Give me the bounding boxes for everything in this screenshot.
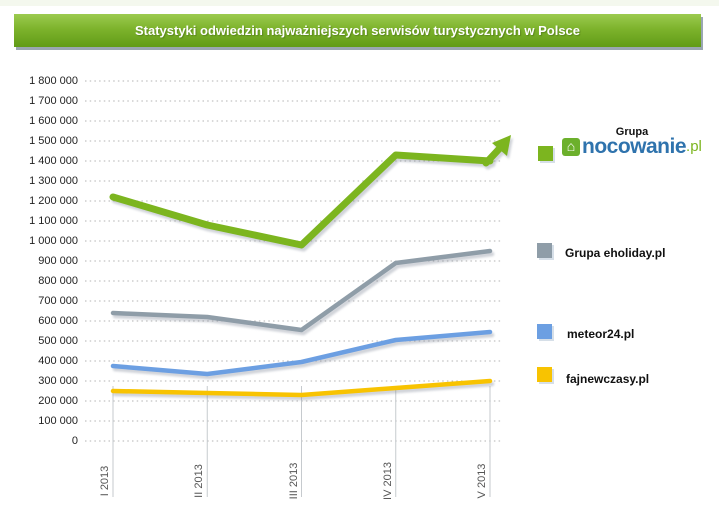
y-tick-label: 1 600 000	[29, 115, 78, 127]
y-axis-labels: 0 100 000 200 000 300 000 400 000 500 000 600 …	[0, 0, 78, 460]
x-tick-label: III 2013	[287, 462, 300, 500]
y-tick-label: 300 000	[38, 375, 78, 387]
logo-tld: .pl	[686, 138, 702, 155]
page-title: Statystyki odwiedzin najważniejszych ser…	[134, 23, 581, 38]
y-tick-label: 1 000 000	[29, 235, 78, 247]
title-bar: Statystyki odwiedzin najważniejszych ser…	[14, 14, 701, 47]
legend-swatch-nocowanie	[538, 146, 553, 161]
nocowanie-logo: ⌂ nocowanie.pl	[562, 136, 702, 158]
legend-label-fajnewczasy: fajnewczasy.pl	[566, 372, 650, 386]
y-tick-label: 500 000	[38, 335, 78, 347]
legend-label-eholiday: Grupa eholiday.pl	[565, 246, 666, 260]
y-tick-label: 1 800 000	[29, 75, 78, 87]
y-tick-label: 200 000	[38, 395, 78, 407]
logo-text: nocowanie	[582, 135, 687, 158]
house-icon: ⌂	[562, 138, 580, 156]
y-tick-label: 1 200 000	[29, 195, 78, 207]
y-tick-label: 1 500 000	[29, 135, 78, 147]
y-tick-label: 1 700 000	[29, 95, 78, 107]
y-tick-label: 1 300 000	[29, 175, 78, 187]
chart-legend: Grupa ⌂ nocowanie.pl Grupa eholiday.pl me…	[520, 110, 719, 400]
y-tick-label: 800 000	[38, 275, 78, 287]
y-tick-label: 900 000	[38, 255, 78, 267]
page-top-strip	[0, 0, 719, 6]
x-tick-label: V 2013	[476, 463, 488, 499]
x-tick-label: II 2013	[193, 464, 206, 498]
x-tick-label: I 2013	[99, 465, 111, 497]
legend-swatch-meteor24	[537, 324, 552, 339]
y-tick-label: 400 000	[38, 355, 78, 367]
legend-swatch-fajnewczasy	[537, 367, 552, 382]
x-tick-label: IV 2013	[381, 462, 394, 500]
legend-label-meteor24: meteor24.pl	[567, 327, 635, 341]
legend-swatch-eholiday	[537, 243, 552, 258]
y-tick-label: 0	[71, 435, 78, 447]
y-tick-label: 1 400 000	[29, 155, 78, 167]
y-tick-label: 700 000	[38, 295, 78, 307]
y-tick-label: 1 100 000	[29, 215, 78, 227]
y-tick-label: 600 000	[38, 315, 78, 327]
y-tick-label: 100 000	[38, 415, 78, 427]
legend-group-title: Grupa	[615, 126, 649, 138]
